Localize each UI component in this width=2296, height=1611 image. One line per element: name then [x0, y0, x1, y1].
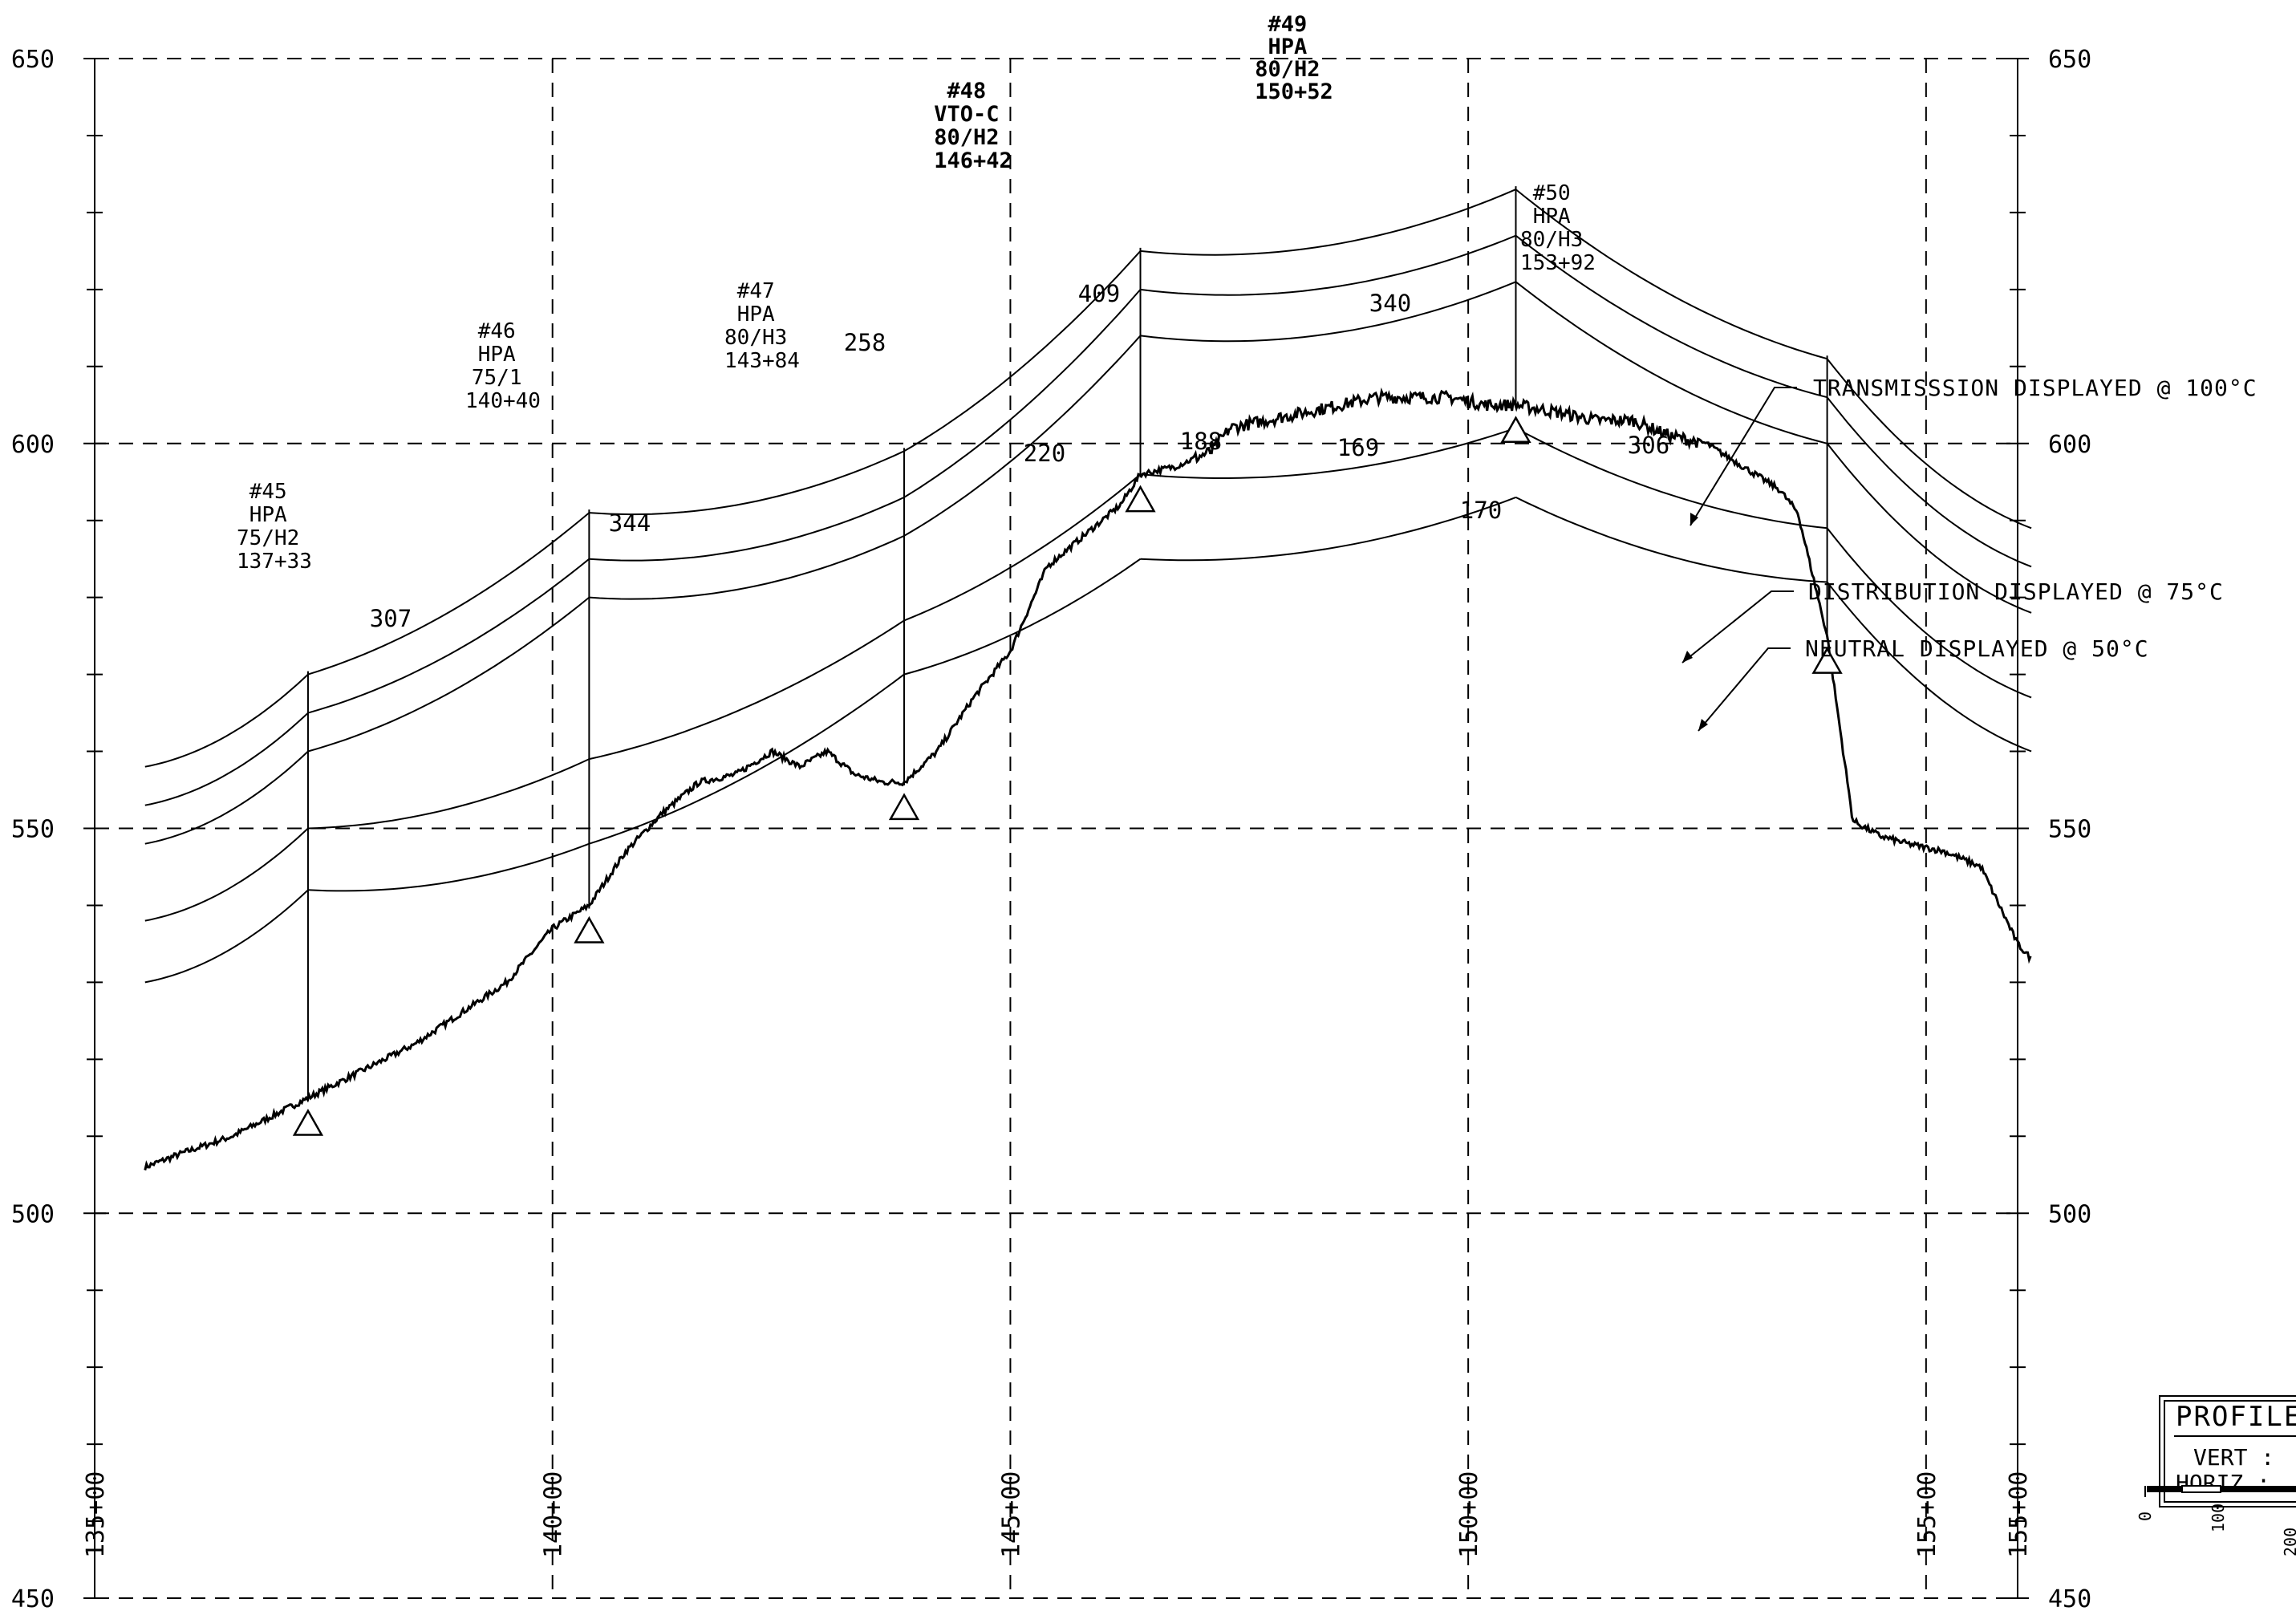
- legend-neutral-label: NEUTRAL DISPLAYED @ 50°C: [1805, 635, 2149, 662]
- structure-label-45: #45 HPA 75/H2 137+33: [237, 480, 312, 574]
- structure-triangle-marker: [1500, 416, 1531, 444]
- ground-profile-line: [144, 387, 2032, 1171]
- conductor-span: [1515, 497, 1827, 583]
- conductor-span: [1140, 234, 1516, 296]
- elevation-label-left: 450: [11, 1585, 55, 1611]
- elevation-label-right: 650: [2048, 46, 2091, 74]
- structure-label-48: #48 VTO-C 80/H2 146+42: [934, 79, 1012, 173]
- structure-label-47: #47 HPA 80/H3 143+84: [724, 279, 800, 373]
- station-tick-labels: 135+00 140+00 145+00 150+00 155+00 155+00: [82, 1471, 2033, 1558]
- legend-transmission-label: TRANSMISSSION DISPLAYED @ 100°C: [1813, 375, 2257, 401]
- conductor-span: [1515, 427, 1827, 530]
- conductor-span: [903, 473, 1142, 622]
- structure-label-49: #49 HPA 80/H2 150+52: [1255, 12, 1333, 104]
- legend-distribution: DISTRIBUTION DISPLAYED @ 75°C: [1681, 578, 2224, 663]
- station-label: 155+00: [1913, 1471, 1941, 1558]
- conductor-span: [307, 842, 590, 892]
- span-length-label: 169: [1337, 434, 1379, 461]
- span-length-label: 344: [609, 509, 651, 537]
- elevation-axes: [83, 58, 2029, 1599]
- elevation-label-left: 550: [11, 816, 55, 844]
- span-length-label: 306: [1628, 432, 1669, 459]
- structure-label-46: #46 HPA 75/1 140+40: [465, 319, 541, 413]
- conductor-span: [1826, 396, 2032, 568]
- conductor-sag-curves: [144, 189, 2032, 984]
- scale-bar-label: 100: [2209, 1503, 2228, 1532]
- span-length-label: 307: [370, 605, 412, 632]
- station-label: 145+00: [997, 1471, 1025, 1558]
- span-length-label: 340: [1369, 290, 1411, 317]
- span-length-label: 188: [1180, 428, 1222, 455]
- elevation-label-right: 500: [2048, 1200, 2091, 1228]
- conductor-span: [1515, 281, 1827, 444]
- structure-triangle-marker: [292, 1108, 324, 1136]
- conductor-span: [307, 558, 590, 714]
- conductor-span: [1826, 358, 2032, 530]
- span-length-label: 220: [1024, 440, 1065, 467]
- legend-neutral: NEUTRAL DISPLAYED @ 50°C: [1698, 635, 2149, 732]
- conductor-span: [903, 289, 1142, 498]
- conductor-span: [589, 673, 905, 845]
- conductor-span: [144, 712, 309, 806]
- conductor-span: [1140, 427, 1516, 479]
- conductor-span: [144, 889, 309, 984]
- conductor-span: [1140, 189, 1516, 256]
- structure-label-50: #50 HPA 80/H3 153+92: [1520, 181, 1596, 275]
- conductor-span: [144, 673, 309, 768]
- structure-markers: [292, 416, 1843, 1136]
- span-length-label: 258: [844, 329, 886, 356]
- scale-box-title: PROFILE: [2176, 1401, 2296, 1433]
- station-label: 150+00: [1455, 1471, 1483, 1558]
- graphic-scale-bar: 0 100 200: [2136, 1485, 2296, 1556]
- elevation-label-right: 600: [2048, 431, 2091, 459]
- conductor-span: [589, 619, 905, 761]
- elevation-label-left: 650: [11, 46, 55, 74]
- span-length-label: 170: [1460, 497, 1502, 524]
- conductor-span: [1140, 496, 1516, 562]
- conductor-span: [144, 827, 309, 922]
- conductor-span: [903, 250, 1142, 452]
- conductor-span: [307, 512, 590, 676]
- conductor-span: [1826, 527, 2032, 699]
- station-label: 155+00: [2005, 1471, 2033, 1558]
- structure-triangle-marker: [888, 793, 920, 821]
- station-label: 135+00: [82, 1471, 110, 1558]
- conductor-span: [1515, 189, 1827, 360]
- conductor-span: [589, 496, 905, 562]
- structure-triangle-marker: [1811, 647, 1843, 674]
- elevation-label-right: 450: [2048, 1585, 2091, 1611]
- elevation-label-left: 500: [11, 1200, 55, 1228]
- structure-poles: [306, 186, 1828, 1102]
- span-length-label: 409: [1078, 280, 1120, 307]
- conductor-span: [1515, 234, 1827, 399]
- legend-distribution-label: DISTRIBUTION DISPLAYED @ 75°C: [1808, 578, 2224, 605]
- conductor-span: [589, 450, 905, 516]
- structure-triangle-marker: [1125, 485, 1156, 513]
- grid-lines: [95, 58, 2018, 1599]
- elevation-label-left: 600: [11, 431, 55, 459]
- legend-transmission: TRANSMISSSION DISPLAYED @ 100°C: [1690, 375, 2257, 526]
- station-label: 140+00: [540, 1471, 568, 1558]
- elevation-label-right: 550: [2048, 816, 2091, 844]
- scale-box-vert-label: VERT :: [2193, 1444, 2274, 1471]
- scale-bar-label: 0: [2136, 1512, 2155, 1521]
- conductor-span: [307, 758, 590, 830]
- elevation-tick-labels: 650 650 600 600 550 550 500 500 450 450: [11, 46, 2091, 1611]
- conductor-span: [903, 335, 1142, 537]
- conductor-span: [903, 558, 1142, 676]
- scale-bar-label: 200: [2281, 1528, 2296, 1556]
- conductor-span: [589, 534, 905, 600]
- conductor-span: [1826, 443, 2032, 614]
- conductor-span: [1140, 281, 1516, 343]
- structure-triangle-marker: [574, 915, 605, 943]
- conductor-span: [307, 596, 590, 753]
- conductor-span: [144, 750, 309, 845]
- conductor-span: [1826, 581, 2032, 753]
